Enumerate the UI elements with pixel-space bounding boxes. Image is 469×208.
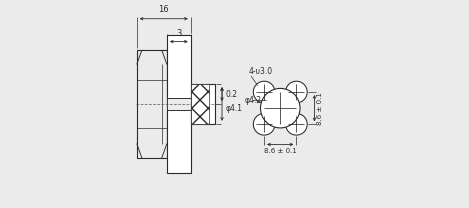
Text: φ4.2: φ4.2 xyxy=(245,96,262,105)
Circle shape xyxy=(253,114,275,135)
Bar xyxy=(167,98,191,110)
Bar xyxy=(167,35,191,173)
Text: 4-υ3.0: 4-υ3.0 xyxy=(249,67,272,76)
Bar xyxy=(191,84,209,124)
Text: φ4.1: φ4.1 xyxy=(226,104,243,113)
Bar xyxy=(199,103,201,105)
Text: 8.6 ± 0.1: 8.6 ± 0.1 xyxy=(317,92,323,125)
Circle shape xyxy=(286,114,307,135)
Text: 16: 16 xyxy=(159,5,169,14)
Text: 0.2: 0.2 xyxy=(226,90,238,99)
Bar xyxy=(137,50,167,158)
Circle shape xyxy=(260,88,300,128)
Circle shape xyxy=(286,81,307,103)
Bar xyxy=(191,84,215,124)
Text: 8.6 ± 0.1: 8.6 ± 0.1 xyxy=(264,148,297,154)
Circle shape xyxy=(253,81,275,103)
Text: 3: 3 xyxy=(176,29,182,38)
